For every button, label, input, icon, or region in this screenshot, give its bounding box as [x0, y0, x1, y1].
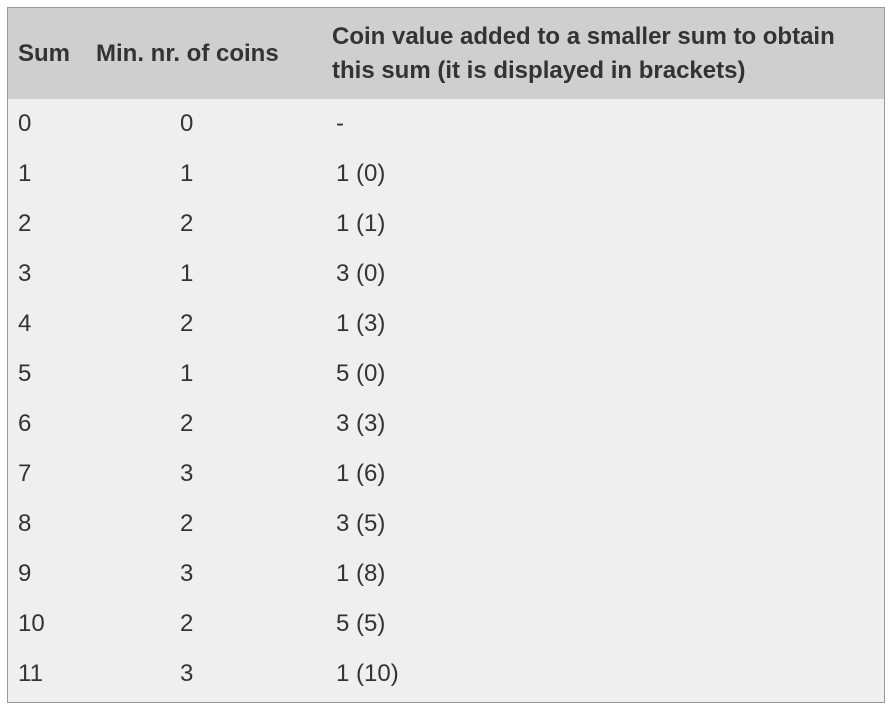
cell-coin-value: 3 (0) [336, 260, 386, 287]
cell-min-coins: 2 [180, 310, 194, 337]
table-row: 1 1 1 (0) [8, 149, 884, 199]
cell-sum: 0 [18, 110, 32, 137]
cell-sum: 2 [18, 210, 32, 237]
cell-min-coins: 0 [180, 110, 194, 137]
cell-sum: 6 [18, 410, 32, 437]
cell-min-coins: 3 [180, 560, 194, 587]
table-row: 3 1 3 (0) [8, 249, 884, 299]
cell-coin-value: - [336, 110, 344, 137]
table-row: 11 3 1 (10) [8, 649, 884, 699]
cell-coin-value: 3 (5) [336, 510, 386, 537]
cell-min-coins: 2 [180, 410, 194, 437]
table-body: 0 0 - 1 1 1 (0) 2 2 1 (1) 3 1 3 (0) 4 2 [8, 99, 884, 699]
table-row: 7 3 1 (6) [8, 449, 884, 499]
cell-min-coins: 3 [180, 460, 194, 487]
cell-coin-value: 1 (6) [336, 460, 386, 487]
cell-min-coins: 1 [180, 260, 194, 287]
header-coin-value: Coin value added to a smaller sum to obt… [332, 22, 835, 84]
table-row: 6 2 3 (3) [8, 399, 884, 449]
table-row: 10 2 5 (5) [8, 599, 884, 649]
cell-coin-value: 1 (10) [336, 660, 399, 687]
table-row: 5 1 5 (0) [8, 349, 884, 399]
cell-min-coins: 1 [180, 160, 194, 187]
cell-sum: 3 [18, 260, 32, 287]
cell-sum: 11 [18, 660, 43, 687]
cell-coin-value: 5 (0) [336, 360, 386, 387]
coin-table-container: Sum Min. nr. of coins Coin value added t… [7, 7, 885, 703]
cell-sum: 7 [18, 460, 32, 487]
cell-sum: 5 [18, 360, 32, 387]
table-header: Sum Min. nr. of coins Coin value added t… [8, 8, 884, 99]
table-row: 0 0 - [8, 99, 884, 149]
cell-min-coins: 2 [180, 610, 194, 637]
cell-sum: 9 [18, 560, 32, 587]
cell-coin-value: 1 (1) [336, 210, 386, 237]
table-row: 4 2 1 (3) [8, 299, 884, 349]
cell-sum: 8 [18, 510, 32, 537]
cell-min-coins: 2 [180, 210, 194, 237]
header-sum: Sum [18, 39, 71, 67]
cell-sum: 10 [18, 610, 45, 637]
coin-sum-table: Sum Min. nr. of coins Coin value added t… [8, 8, 884, 699]
cell-coin-value: 1 (0) [336, 160, 386, 187]
cell-coin-value: 5 (5) [336, 610, 386, 637]
table-row: 2 2 1 (1) [8, 199, 884, 249]
cell-min-coins: 3 [180, 660, 194, 687]
cell-coin-value: 3 (3) [336, 410, 386, 437]
cell-coin-value: 1 (8) [336, 560, 386, 587]
cell-coin-value: 1 (3) [336, 310, 386, 337]
cell-min-coins: 2 [180, 510, 194, 537]
cell-sum: 4 [18, 310, 32, 337]
table-row: 8 2 3 (5) [8, 499, 884, 549]
table-row: 9 3 1 (8) [8, 549, 884, 599]
cell-min-coins: 1 [180, 360, 194, 387]
header-row: Sum Min. nr. of coins Coin value added t… [8, 8, 884, 99]
header-min-coins: Min. nr. of coins [96, 39, 279, 67]
cell-sum: 1 [18, 160, 32, 187]
